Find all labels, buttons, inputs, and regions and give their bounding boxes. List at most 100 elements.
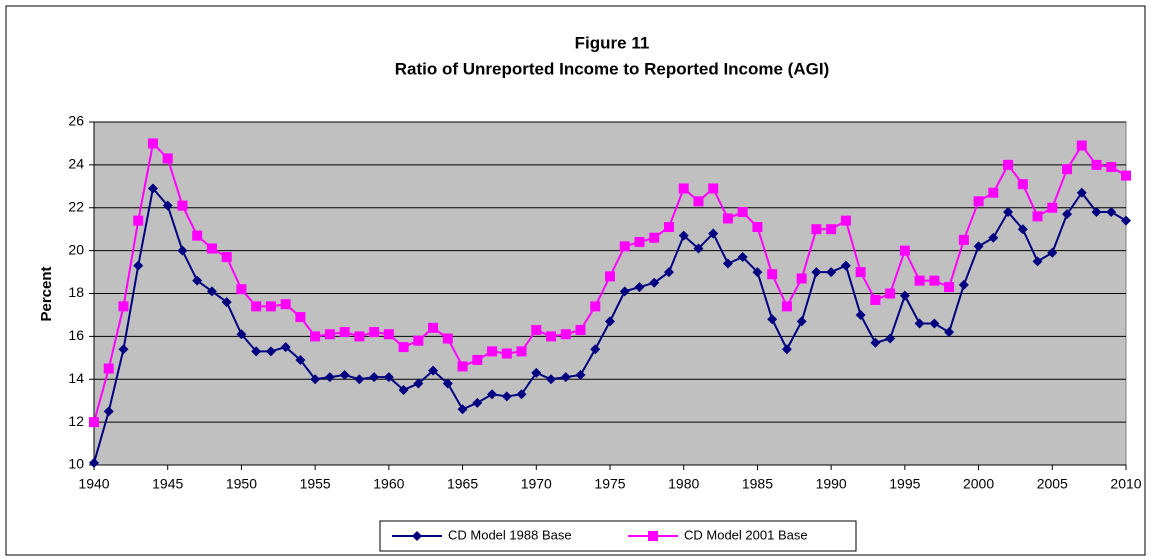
x-tick-label: 1940 (78, 476, 109, 492)
data-point (354, 374, 365, 385)
data-point (619, 241, 630, 252)
data-point (988, 187, 999, 198)
data-point (1106, 207, 1117, 218)
data-point (944, 327, 955, 338)
data-point (457, 404, 468, 415)
data-point (206, 286, 217, 297)
data-point (369, 372, 380, 383)
data-point (560, 329, 571, 340)
data-point (575, 369, 586, 380)
data-point (236, 329, 247, 340)
data-point (133, 260, 144, 271)
data-point (118, 344, 129, 355)
data-point (722, 213, 733, 224)
data-point (546, 374, 557, 385)
data-point (737, 207, 748, 218)
legend-marker (412, 531, 422, 541)
y-tick-label: 20 (68, 241, 84, 257)
legend-marker (648, 531, 658, 541)
data-point (885, 333, 896, 344)
data-point (870, 337, 881, 348)
data-point (280, 342, 291, 353)
data-point (516, 346, 527, 357)
x-tick-label: 1970 (521, 476, 552, 492)
data-point (840, 260, 851, 271)
x-tick-label: 1985 (742, 476, 773, 492)
data-point (177, 200, 188, 211)
data-point (487, 346, 498, 357)
y-tick-label: 10 (68, 456, 84, 472)
data-point (413, 378, 424, 389)
data-point (206, 243, 217, 254)
data-point (958, 279, 969, 290)
data-point (118, 301, 129, 312)
data-point (855, 267, 866, 278)
data-point (973, 196, 984, 207)
data-point (678, 230, 689, 241)
chart-subtitle: Ratio of Unreported Income to Reported I… (395, 59, 829, 78)
data-point (295, 312, 306, 323)
data-point (914, 318, 925, 329)
data-point (796, 273, 807, 284)
data-point (870, 294, 881, 305)
data-point (501, 348, 512, 359)
data-point (634, 237, 645, 248)
data-point (767, 269, 778, 280)
chart-title: Figure 11 (575, 33, 650, 52)
data-point (899, 245, 910, 256)
data-point (767, 314, 778, 325)
data-point (546, 331, 557, 342)
data-point (1121, 215, 1131, 226)
data-point (442, 333, 453, 344)
data-point (811, 267, 822, 278)
x-tick-label: 1990 (816, 476, 847, 492)
data-point (722, 258, 733, 269)
data-point (1017, 179, 1028, 190)
data-point (251, 301, 262, 312)
data-point (826, 267, 837, 278)
data-point (899, 290, 910, 301)
data-point (929, 318, 940, 329)
data-point (811, 224, 822, 235)
y-tick-label: 22 (68, 198, 84, 214)
data-point (1032, 256, 1043, 267)
data-point (442, 378, 453, 389)
data-point (354, 331, 365, 342)
y-axis-title: Percent (38, 266, 55, 321)
data-point (398, 342, 409, 353)
data-point (487, 389, 498, 400)
data-point (280, 299, 291, 310)
data-point (339, 327, 350, 338)
data-point (944, 282, 955, 293)
data-point (649, 277, 660, 288)
data-point (103, 406, 114, 417)
data-point (781, 344, 792, 355)
data-point (162, 153, 173, 164)
x-tick-label: 1950 (226, 476, 257, 492)
x-tick-label: 1955 (300, 476, 331, 492)
data-point (605, 271, 615, 282)
data-point (619, 286, 630, 297)
data-point (1091, 207, 1102, 218)
data-point (310, 331, 321, 342)
data-point (1076, 140, 1087, 151)
data-point (89, 417, 99, 428)
data-point (531, 324, 542, 335)
data-point (192, 230, 203, 241)
data-point (295, 354, 306, 365)
data-point (1017, 224, 1028, 235)
data-point (826, 224, 837, 235)
data-point (531, 367, 542, 378)
data-point (663, 267, 674, 278)
x-tick-label: 2005 (1037, 476, 1068, 492)
x-tick-label: 1960 (373, 476, 404, 492)
data-point (103, 363, 114, 374)
y-tick-label: 12 (68, 413, 84, 429)
data-point (914, 275, 925, 286)
data-point (693, 196, 704, 207)
x-tick-label: 2010 (1110, 476, 1141, 492)
data-point (501, 391, 512, 402)
data-point (575, 324, 586, 335)
data-point (1047, 202, 1058, 213)
data-point (133, 215, 144, 226)
